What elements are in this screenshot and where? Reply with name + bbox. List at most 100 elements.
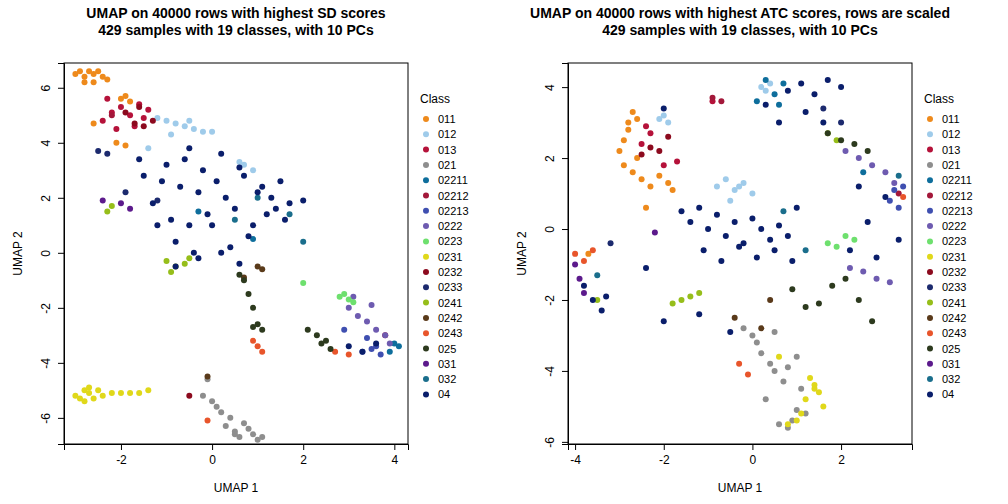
point bbox=[350, 299, 356, 305]
point bbox=[373, 327, 379, 333]
legend-swatch bbox=[927, 208, 933, 214]
plot-frame bbox=[64, 63, 408, 444]
point bbox=[776, 102, 782, 108]
point bbox=[173, 121, 179, 127]
point bbox=[763, 102, 769, 108]
panel: UMAP on 40000 rows with highest SD score… bbox=[11, 5, 469, 495]
point bbox=[95, 148, 101, 154]
point bbox=[382, 332, 388, 338]
legend-swatch bbox=[927, 162, 933, 168]
y-tick-label: -2 bbox=[39, 303, 53, 314]
legend-entry: 0242 bbox=[423, 312, 462, 324]
point bbox=[869, 162, 875, 168]
point bbox=[745, 371, 751, 377]
y-axis-line bbox=[58, 64, 65, 445]
legend-label: 031 bbox=[438, 358, 456, 370]
legend-swatch bbox=[423, 131, 429, 137]
point bbox=[136, 104, 142, 110]
point bbox=[164, 258, 170, 264]
legend-label: 025 bbox=[438, 343, 456, 355]
y-tick: -6 bbox=[39, 413, 64, 424]
point bbox=[749, 332, 755, 338]
point bbox=[141, 115, 147, 121]
point bbox=[223, 195, 229, 201]
legend: Class01101201302102211022120221302220223… bbox=[924, 92, 973, 400]
point bbox=[772, 329, 778, 335]
point bbox=[687, 293, 693, 299]
point bbox=[250, 167, 256, 173]
y-tick-mark bbox=[562, 300, 568, 301]
legend-swatch bbox=[423, 223, 429, 229]
point bbox=[209, 222, 215, 228]
y-tick-mark bbox=[58, 88, 64, 89]
point bbox=[608, 240, 614, 246]
point bbox=[772, 247, 778, 253]
legend-label: 0222 bbox=[438, 220, 462, 232]
point bbox=[630, 169, 636, 175]
point bbox=[780, 379, 786, 385]
point bbox=[168, 217, 174, 223]
point bbox=[678, 208, 684, 214]
point bbox=[803, 304, 809, 310]
x-tick: 0 bbox=[209, 444, 216, 467]
point bbox=[714, 183, 720, 189]
point bbox=[300, 239, 306, 245]
point bbox=[186, 145, 192, 151]
legend-entry: 013 bbox=[927, 144, 960, 156]
x-tick-mark bbox=[121, 444, 122, 450]
point bbox=[396, 343, 402, 349]
point bbox=[789, 258, 795, 264]
point bbox=[387, 349, 393, 355]
legend-swatch bbox=[423, 254, 429, 260]
legend-entry: 0232 bbox=[423, 266, 462, 278]
legend-entry: 0222 bbox=[423, 220, 462, 232]
point bbox=[346, 305, 352, 311]
point bbox=[749, 191, 755, 197]
point bbox=[843, 276, 849, 282]
legend-label: 0232 bbox=[942, 266, 966, 278]
point bbox=[825, 130, 831, 136]
point bbox=[736, 244, 742, 250]
point bbox=[232, 431, 238, 437]
point bbox=[865, 148, 871, 154]
point bbox=[776, 120, 782, 126]
point bbox=[168, 132, 174, 138]
point bbox=[869, 318, 875, 324]
x-tick-label: -2 bbox=[116, 453, 127, 467]
point bbox=[780, 208, 786, 214]
point bbox=[767, 237, 773, 243]
point bbox=[843, 148, 849, 154]
point bbox=[820, 120, 826, 126]
point bbox=[891, 180, 897, 186]
point bbox=[696, 290, 702, 296]
point bbox=[250, 305, 256, 311]
legend-entry: 0222 bbox=[927, 220, 966, 232]
legend-entry: 032 bbox=[927, 373, 960, 385]
legend-swatch bbox=[423, 162, 429, 168]
legend-label: 02212 bbox=[438, 190, 469, 202]
point bbox=[710, 95, 716, 101]
legend-swatch bbox=[423, 346, 429, 352]
point bbox=[678, 297, 684, 303]
point bbox=[387, 341, 393, 347]
point bbox=[300, 280, 306, 286]
legend-entry: 04 bbox=[927, 388, 954, 400]
point bbox=[186, 222, 192, 228]
y-tick: 0 bbox=[39, 250, 64, 257]
legend-swatch bbox=[927, 116, 933, 122]
point bbox=[718, 98, 724, 104]
legend-entry: 012 bbox=[927, 128, 960, 140]
point bbox=[825, 130, 831, 136]
legend-swatch bbox=[423, 147, 429, 153]
point bbox=[736, 361, 742, 367]
x-axis-title: UMAP 1 bbox=[718, 481, 763, 495]
point bbox=[113, 126, 119, 132]
point bbox=[346, 352, 352, 358]
legend-title: Class bbox=[924, 92, 954, 106]
point bbox=[195, 255, 201, 261]
point bbox=[250, 222, 256, 228]
y-tick-mark bbox=[562, 229, 568, 230]
x-tick-label: 0 bbox=[750, 453, 757, 467]
point bbox=[255, 343, 261, 349]
y-tick-mark bbox=[58, 198, 64, 199]
